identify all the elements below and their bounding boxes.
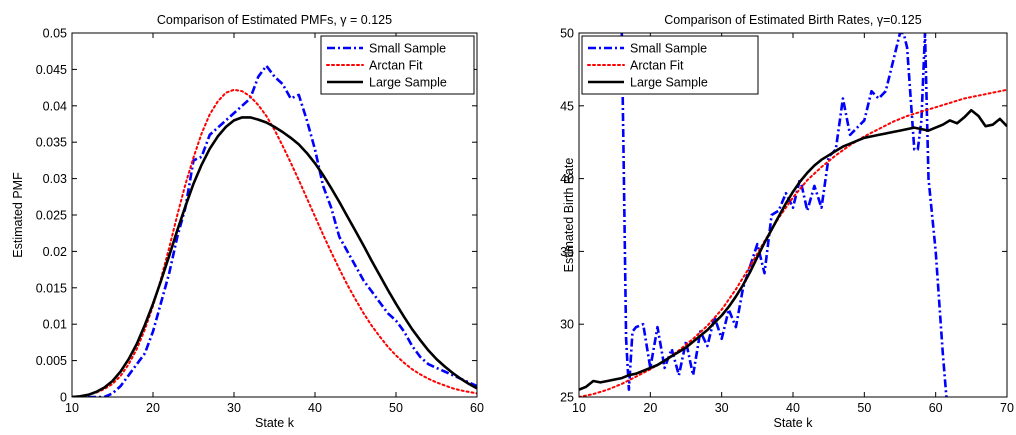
chart-panel-2: Comparison of Estimated Birth Rates, γ=0…: [560, 13, 1014, 430]
y-tick-label: 30: [560, 318, 574, 332]
y-tick-label: 40: [560, 172, 574, 186]
series-line-large-sample: [72, 116, 477, 397]
x-tick-label: 70: [1000, 401, 1014, 415]
x-tick-label: 10: [572, 401, 586, 415]
legend-label: Arctan Fit: [369, 59, 423, 73]
x-tick-label: 10: [65, 401, 79, 415]
x-tick-label: 50: [389, 401, 403, 415]
legend-box: [581, 35, 759, 95]
chart-title: Comparison of Estimated PMFs, γ = 0.125: [157, 13, 392, 27]
x-tick-label: 60: [470, 401, 484, 415]
legend-label: Large Sample: [369, 76, 447, 90]
series-line-large-sample: [579, 108, 1007, 391]
series-line-arctan-fit: [72, 88, 477, 397]
y-tick-label: 0.02: [43, 245, 67, 259]
y-tick-label: 0.045: [36, 63, 67, 77]
series-group: [72, 64, 477, 397]
chart-title: Comparison of Estimated Birth Rates, γ=0…: [664, 13, 921, 27]
legend-label: Large Sample: [630, 76, 708, 90]
legend-label: Small Sample: [630, 42, 707, 56]
y-tick-label: 35: [560, 245, 574, 259]
x-tick-label: 60: [929, 401, 943, 415]
x-tick-label: 50: [857, 401, 871, 415]
series-line-small-sample: [72, 64, 477, 397]
y-tick-label: 0.03: [43, 172, 67, 186]
legend: Small Sample Arctan Fit Large Sample: [320, 35, 475, 95]
series-group: [579, 33, 1007, 397]
y-tick-label: 0: [60, 391, 67, 405]
chart-panel-1: Comparison of Estimated PMFs, γ = 0.125 1…: [11, 13, 484, 430]
legend-label: Small Sample: [369, 42, 446, 56]
y-tick-label: 50: [560, 27, 574, 41]
x-tick-label: 20: [146, 401, 160, 415]
series-line-small-sample: [620, 33, 948, 397]
x-axis-label: State k: [255, 416, 295, 430]
y-tick-label: 25: [560, 391, 574, 405]
x-axis-label: State k: [774, 416, 814, 430]
plot-frame: [71, 32, 478, 398]
y-tick-label: 0.025: [36, 209, 67, 223]
y-tick-label: 0.035: [36, 136, 67, 150]
x-tick-label: 40: [308, 401, 322, 415]
y-axis-label: Estimated PMF: [11, 172, 25, 258]
y-tick-label: 0.015: [36, 281, 67, 295]
y-tick-label: 0.04: [43, 99, 67, 113]
x-tick-label: 40: [786, 401, 800, 415]
y-tick-label: 0.005: [36, 354, 67, 368]
legend: Small Sample Arctan Fit Large Sample: [581, 35, 759, 95]
y-tick-label: 45: [560, 99, 574, 113]
x-tick-label: 30: [715, 401, 729, 415]
x-tick-label: 30: [227, 401, 241, 415]
y-tick-label: 0.01: [43, 318, 67, 332]
y-tick-label: 0.05: [43, 27, 67, 41]
legend-label: Arctan Fit: [630, 59, 684, 73]
plot-frame: [578, 32, 1008, 398]
y-axis-label: Estimated Birth Rate: [562, 158, 576, 273]
x-tick-label: 20: [643, 401, 657, 415]
